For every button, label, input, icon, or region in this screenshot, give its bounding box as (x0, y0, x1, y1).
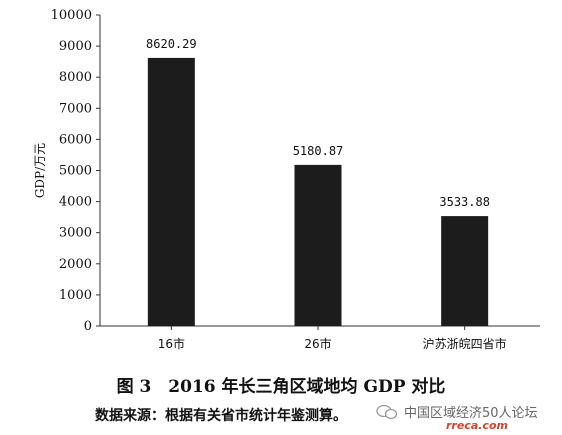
watermark: 中国区域经济50人论坛 rreca.com (376, 402, 556, 434)
data-label: 8620.29 (146, 37, 197, 51)
data-label: 5180.87 (293, 144, 344, 158)
y-tick-label: 10000 (51, 8, 92, 23)
y-tick-label: 1000 (59, 288, 92, 303)
y-axis-label: GDP/万元 (33, 143, 47, 198)
y-tick-label: 8000 (59, 70, 92, 85)
bars (147, 57, 489, 326)
x-category-label: 沪苏浙皖四省市 (423, 336, 507, 351)
y-tick-label: 4000 (59, 195, 92, 210)
y-tick-label: 3000 (59, 226, 92, 241)
data-label: 3533.88 (439, 195, 490, 209)
bar (294, 164, 342, 326)
data-source-note: 数据来源：根据有关省市统计年鉴测算。 (95, 408, 347, 424)
y-tick-label: 2000 (59, 257, 92, 272)
x-category-label: 26市 (304, 336, 331, 351)
wechat-icon (376, 404, 398, 420)
y-tick-label: 7000 (59, 101, 92, 116)
x-categories: 16市 26市 沪苏浙皖四省市 (158, 326, 507, 351)
watermark-site: rreca.com (446, 419, 508, 432)
y-tick-label: 9000 (59, 39, 92, 54)
figure-caption: 图 3 2016 年长三角区域地均 GDP 对比 (116, 377, 446, 397)
bar (147, 57, 195, 326)
bar (441, 216, 489, 326)
x-category-label: 16市 (158, 336, 185, 351)
y-tick-label: 5000 (59, 164, 92, 179)
bar-chart: 0 1000 2000 3000 4000 5000 6000 7000 8000 9000 100… (33, 8, 540, 351)
y-ticks: 0 1000 2000 3000 4000 5000 6000 7000 8000 9000 100… (51, 8, 100, 334)
y-tick-label: 6000 (59, 132, 92, 147)
data-labels: 8620.29 5180.87 3533.88 (146, 37, 490, 209)
watermark-title: 中国区域经济50人论坛 (404, 406, 538, 421)
y-tick-label: 0 (84, 319, 92, 334)
